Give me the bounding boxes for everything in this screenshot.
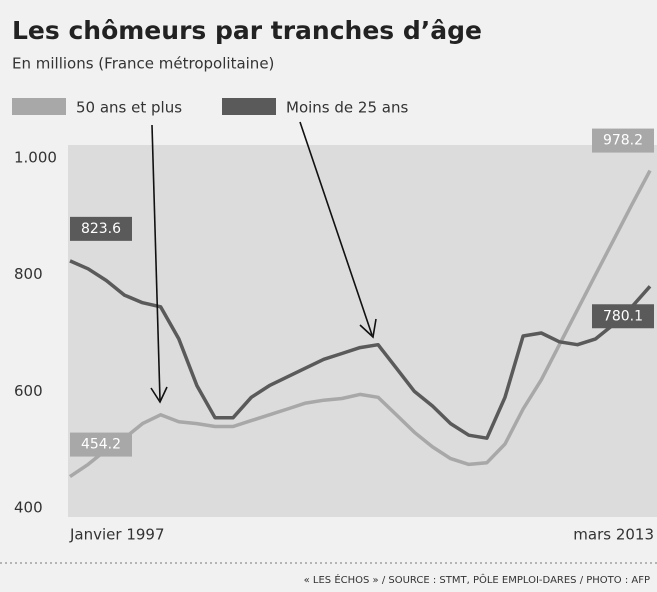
value-label: 454.2 [81, 437, 121, 453]
value-label: 978.2 [603, 133, 643, 149]
series-line [69, 169, 652, 479]
marks: 454.2 978.2 823.6 780.1 [69, 128, 654, 479]
arrow-head [150, 386, 168, 404]
legend-swatch [12, 98, 66, 115]
arrow-head [359, 318, 377, 339]
x-tick-label: mars 2013 [573, 526, 654, 544]
value-label: 823.6 [81, 221, 121, 237]
chart-title: Les chômeurs par tranches d’âge [12, 16, 482, 45]
plot-background [68, 145, 657, 517]
y-tick-label: 600 [14, 382, 43, 400]
value-label: 780.1 [603, 308, 643, 324]
value-label-box [592, 128, 654, 153]
legend-label: Moins de 25 ans [286, 99, 408, 117]
arrow [151, 124, 161, 401]
x-tick-label: Janvier 1997 [69, 526, 165, 544]
legend-swatch [222, 98, 276, 115]
y-tick-label: 800 [14, 265, 43, 283]
value-label-box [70, 216, 132, 241]
y-tick-label: 400 [14, 499, 43, 517]
arrow [299, 121, 373, 336]
source: « LES ÉCHOS » / SOURCE : STMT, PÔLE EMPL… [304, 573, 650, 586]
chart-subtitle: En millions (France métropolitaine) [12, 55, 274, 73]
arrows [150, 121, 377, 404]
legend-label: 50 ans et plus [76, 99, 182, 117]
value-label-box [70, 432, 132, 457]
value-label-box [592, 304, 654, 329]
series-line [69, 259, 652, 440]
y-tick-label: 1.000 [14, 148, 57, 166]
